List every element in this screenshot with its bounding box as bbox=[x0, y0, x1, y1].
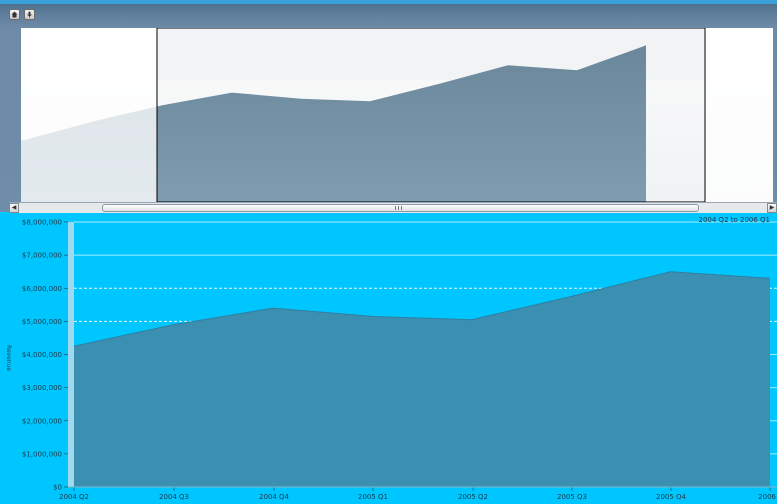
x-tick-label: 2005 Q3 bbox=[557, 493, 587, 501]
scrollbar-grip bbox=[395, 206, 403, 210]
y-tick-label: $5,000,000 bbox=[22, 318, 62, 326]
revenue-area bbox=[74, 271, 770, 487]
unselected-region-right bbox=[705, 28, 773, 202]
y-tick-label: $2,000,000 bbox=[22, 417, 62, 425]
y-axis-title: Revenue bbox=[5, 345, 12, 371]
x-tick-label: 2005 Q4 bbox=[656, 493, 687, 501]
x-tick-label: 2005 Q2 bbox=[458, 493, 488, 501]
x-tick-label: 2005 Q1 bbox=[358, 493, 388, 501]
unselected-region-left bbox=[21, 28, 157, 202]
y-tick-label: $6,000,000 bbox=[22, 285, 62, 293]
scrollbar-thumb[interactable] bbox=[102, 204, 699, 212]
navigator-panel: ◀ ▶ bbox=[0, 0, 777, 213]
y-tick-label: $0 bbox=[53, 484, 62, 492]
scroll-left-arrow-icon[interactable]: ◀ bbox=[9, 203, 19, 213]
x-tick-label: 2004 Q4 bbox=[259, 493, 290, 501]
navigator-area bbox=[21, 45, 646, 202]
navigator-scrollbar[interactable]: ◀ ▶ bbox=[9, 202, 777, 213]
microphone-icon[interactable] bbox=[24, 9, 35, 20]
y-tick-label: $4,000,000 bbox=[22, 351, 62, 359]
navigator-chart[interactable] bbox=[21, 28, 773, 202]
home-icon[interactable] bbox=[9, 9, 20, 20]
revenue-chart: $0 $1,000,000 $2,000,000 $3,000,000 $4,000,0… bbox=[5, 216, 777, 501]
x-tick-label: 2006 bbox=[758, 493, 776, 501]
y-tick-label: $1,000,000 bbox=[22, 450, 62, 458]
y-tick-label: $7,000,000 bbox=[22, 252, 62, 260]
selection-window[interactable] bbox=[156, 28, 706, 202]
y-tick-label: $3,000,000 bbox=[22, 384, 62, 392]
chart-range-title: 2004 Q2 to 2006 Q1 bbox=[699, 216, 770, 224]
x-tick-label: 2004 Q2 bbox=[59, 493, 89, 501]
y-tick-label: $8,000,000 bbox=[22, 219, 62, 227]
y-axis-strip bbox=[68, 222, 74, 487]
x-tick-label: 2004 Q3 bbox=[159, 493, 189, 501]
revenue-line bbox=[73, 271, 771, 347]
x-tick-labels: 2004 Q2 2004 Q3 2004 Q4 2005 Q1 2005 Q2 2005 … bbox=[59, 487, 777, 501]
y-tick-labels: $0 $1,000,000 $2,000,000 $3,000,000 $4,000,0… bbox=[22, 219, 68, 492]
